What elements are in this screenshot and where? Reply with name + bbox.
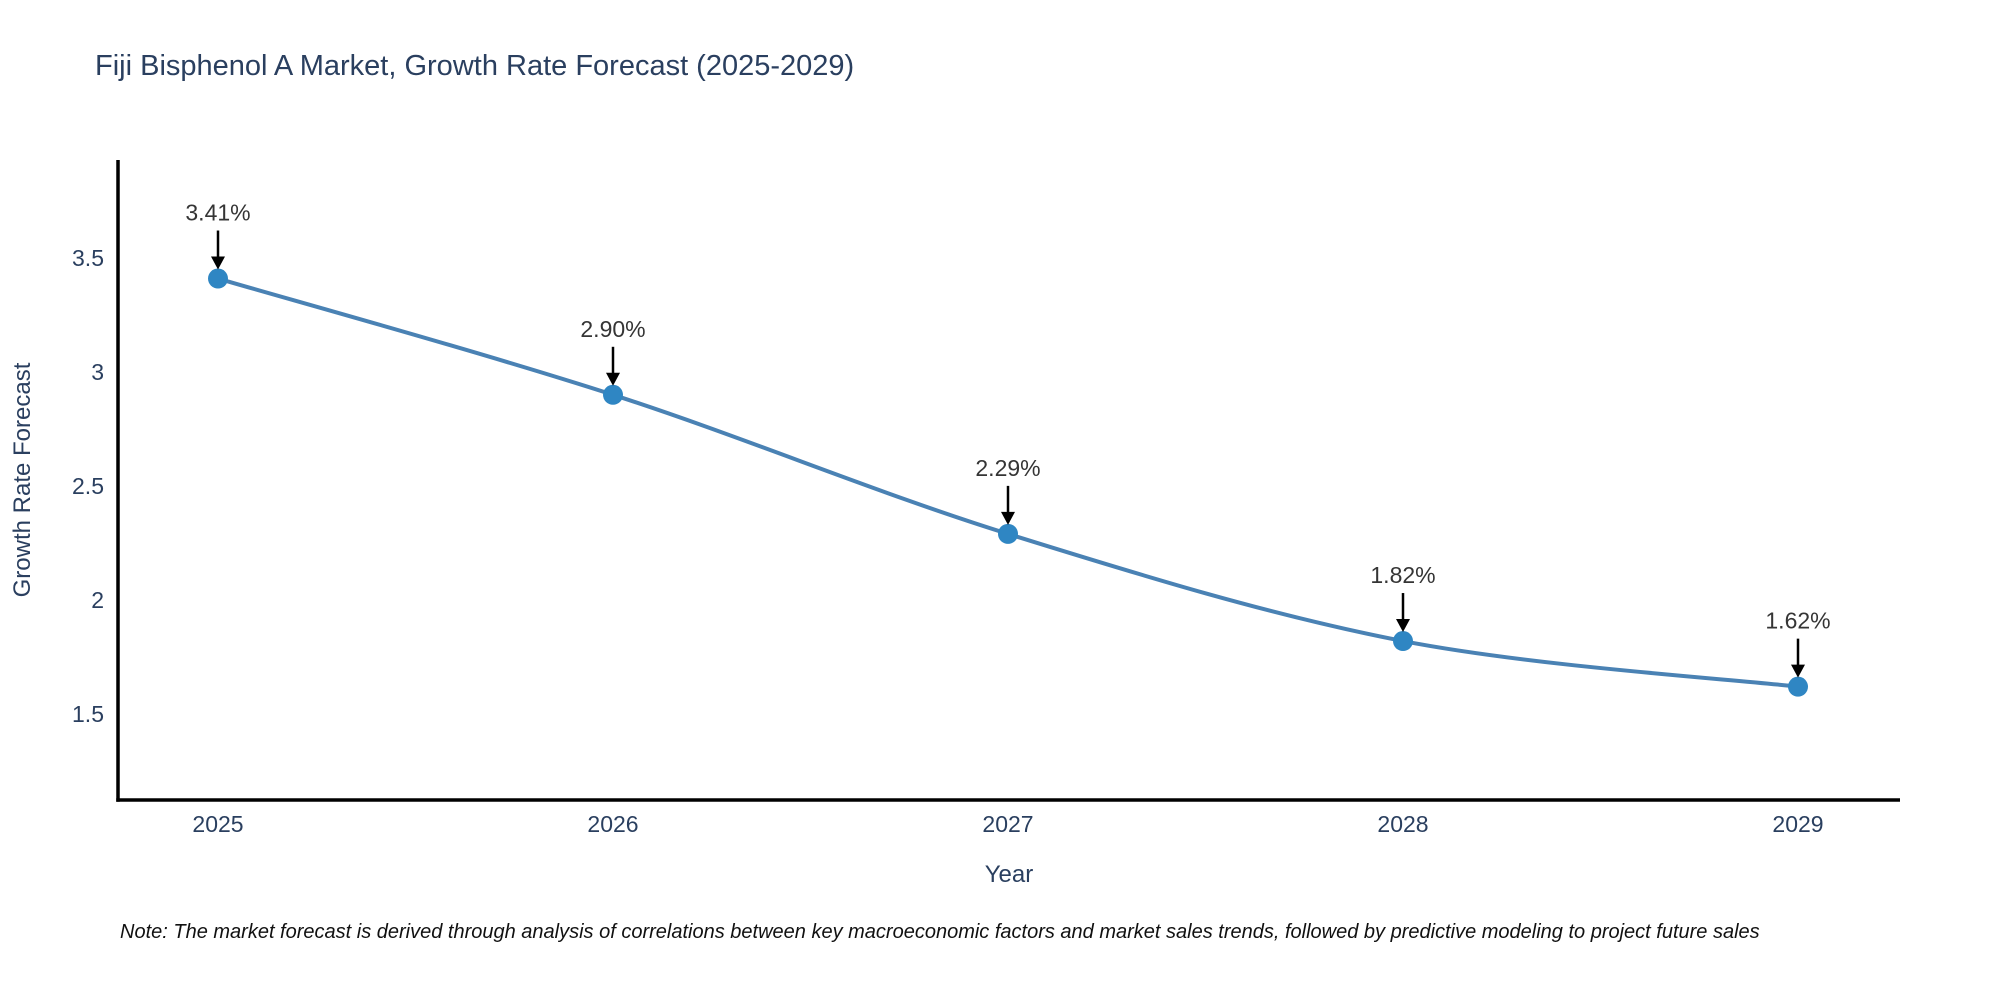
data-point-label: 3.41% <box>185 200 250 226</box>
chart-title: Fiji Bisphenol A Market, Growth Rate For… <box>95 50 855 82</box>
data-point-marker <box>1393 631 1413 652</box>
x-tick-label: 2026 <box>587 811 638 837</box>
data-point-marker <box>998 523 1018 544</box>
x-tick-label: 2027 <box>982 811 1033 837</box>
y-tick-label: 3.5 <box>72 245 104 271</box>
annotation-arrowhead <box>211 256 225 270</box>
growth-rate-line-chart: 1.5 2 2.5 3 3.5 2025 2026 2027 2028 2029 Year Growt… <box>9 160 1900 888</box>
data-point-label: 2.29% <box>975 455 1040 481</box>
data-point-label: 1.62% <box>1765 608 1830 634</box>
y-axis-title: Growth Rate Forecast <box>9 362 36 597</box>
chart-footnote: Note: The market forecast is derived thr… <box>120 921 1760 943</box>
y-tick-label: 3 <box>91 359 104 385</box>
annotation-arrowhead <box>1791 664 1805 678</box>
data-point-label: 2.90% <box>580 316 645 342</box>
data-point-marker <box>1788 676 1808 697</box>
data-point-marker <box>208 268 228 289</box>
annotation-arrowhead <box>1001 511 1015 525</box>
y-tick-label: 1.5 <box>72 701 104 727</box>
annotation-arrowhead <box>1396 619 1410 633</box>
data-point-marker <box>603 384 623 405</box>
forecast-line <box>217 276 1799 689</box>
x-tick-label: 2025 <box>192 811 243 837</box>
y-tick-label: 2.5 <box>72 473 104 499</box>
annotation-arrowhead <box>606 372 620 386</box>
x-axis-title: Year <box>985 861 1034 888</box>
x-tick-label: 2028 <box>1377 811 1428 837</box>
x-tick-label: 2029 <box>1772 811 1823 837</box>
y-tick-label: 2 <box>91 587 104 613</box>
data-point-label: 1.82% <box>1370 562 1435 588</box>
